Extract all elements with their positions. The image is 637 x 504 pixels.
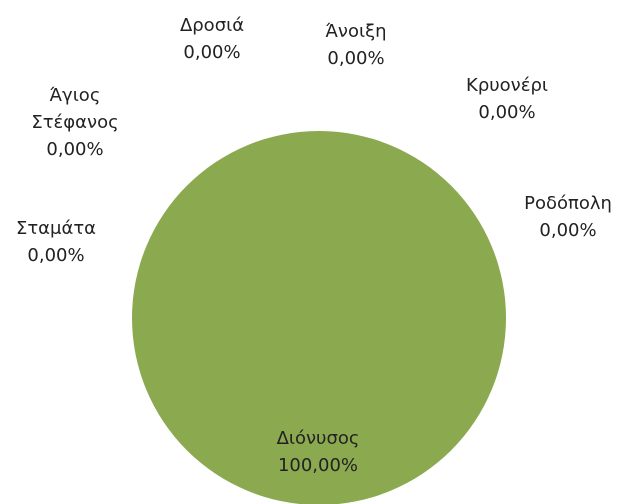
value-label: 0,00%	[183, 42, 241, 63]
value-label: 0,00%	[27, 245, 85, 266]
value-label: 0,00%	[46, 139, 104, 160]
value-label: 100,00%	[277, 455, 359, 476]
category-label: Διόνυσος	[276, 428, 360, 449]
pie-slice	[132, 131, 506, 504]
value-label: 0,00%	[478, 102, 536, 123]
category-label: Σταμάτα	[15, 218, 97, 239]
data-label: Άνοιξη 0,00%	[325, 18, 386, 72]
data-label: Άγιος Στέφανος 0,00%	[15, 82, 135, 163]
data-label: Δροσιά 0,00%	[180, 12, 244, 66]
data-label: Ροδόπολη 0,00%	[524, 190, 612, 244]
value-label: 0,00%	[327, 48, 385, 69]
category-label: Ροδόπολη	[524, 193, 612, 214]
data-label: Κρυονέρι 0,00%	[466, 72, 548, 126]
value-label: 0,00%	[539, 220, 597, 241]
data-label: Διόνυσος 100,00%	[277, 425, 360, 479]
category-label: Δροσιά	[179, 15, 245, 36]
data-label: Σταμάτα 0,00%	[16, 215, 96, 269]
category-label: Άγιος Στέφανος	[31, 85, 119, 133]
category-label: Άνοιξη	[325, 21, 387, 42]
category-label: Κρυονέρι	[466, 75, 548, 96]
